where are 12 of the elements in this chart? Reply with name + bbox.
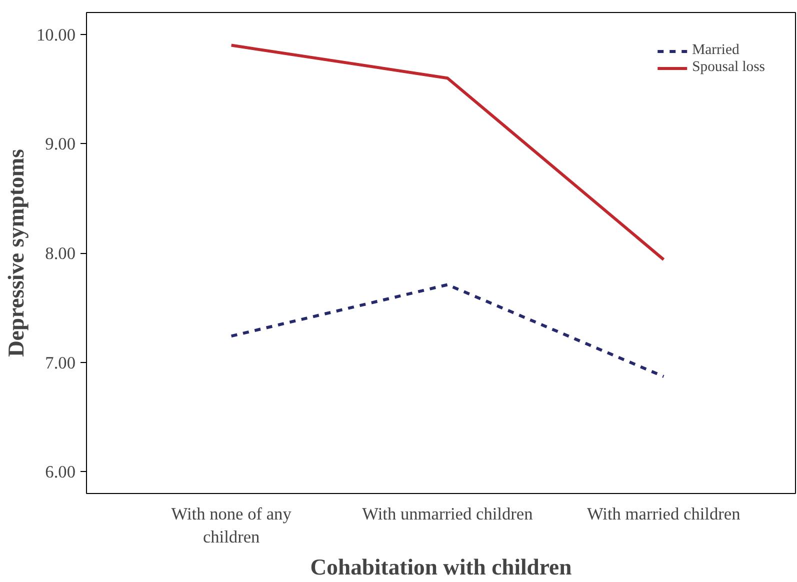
y-tick-label: 10.00 bbox=[36, 25, 76, 44]
y-tick-label: 9.00 bbox=[45, 134, 76, 154]
legend-label: Spousal loss bbox=[692, 59, 765, 76]
x-axis-title: Cohabitation with children bbox=[310, 554, 572, 580]
x-tick-label: With none of any children bbox=[171, 504, 292, 546]
x-tick-label: With unmarried children bbox=[362, 504, 534, 524]
legend-label: Married bbox=[692, 42, 740, 59]
y-tick-label: 6.00 bbox=[45, 462, 76, 482]
x-tick-label: With married children bbox=[587, 504, 741, 524]
y-tick-label: 8.00 bbox=[45, 244, 76, 263]
y-tick-label: 7.00 bbox=[45, 353, 76, 372]
y-axis-title: Depressive symptoms bbox=[4, 148, 29, 357]
